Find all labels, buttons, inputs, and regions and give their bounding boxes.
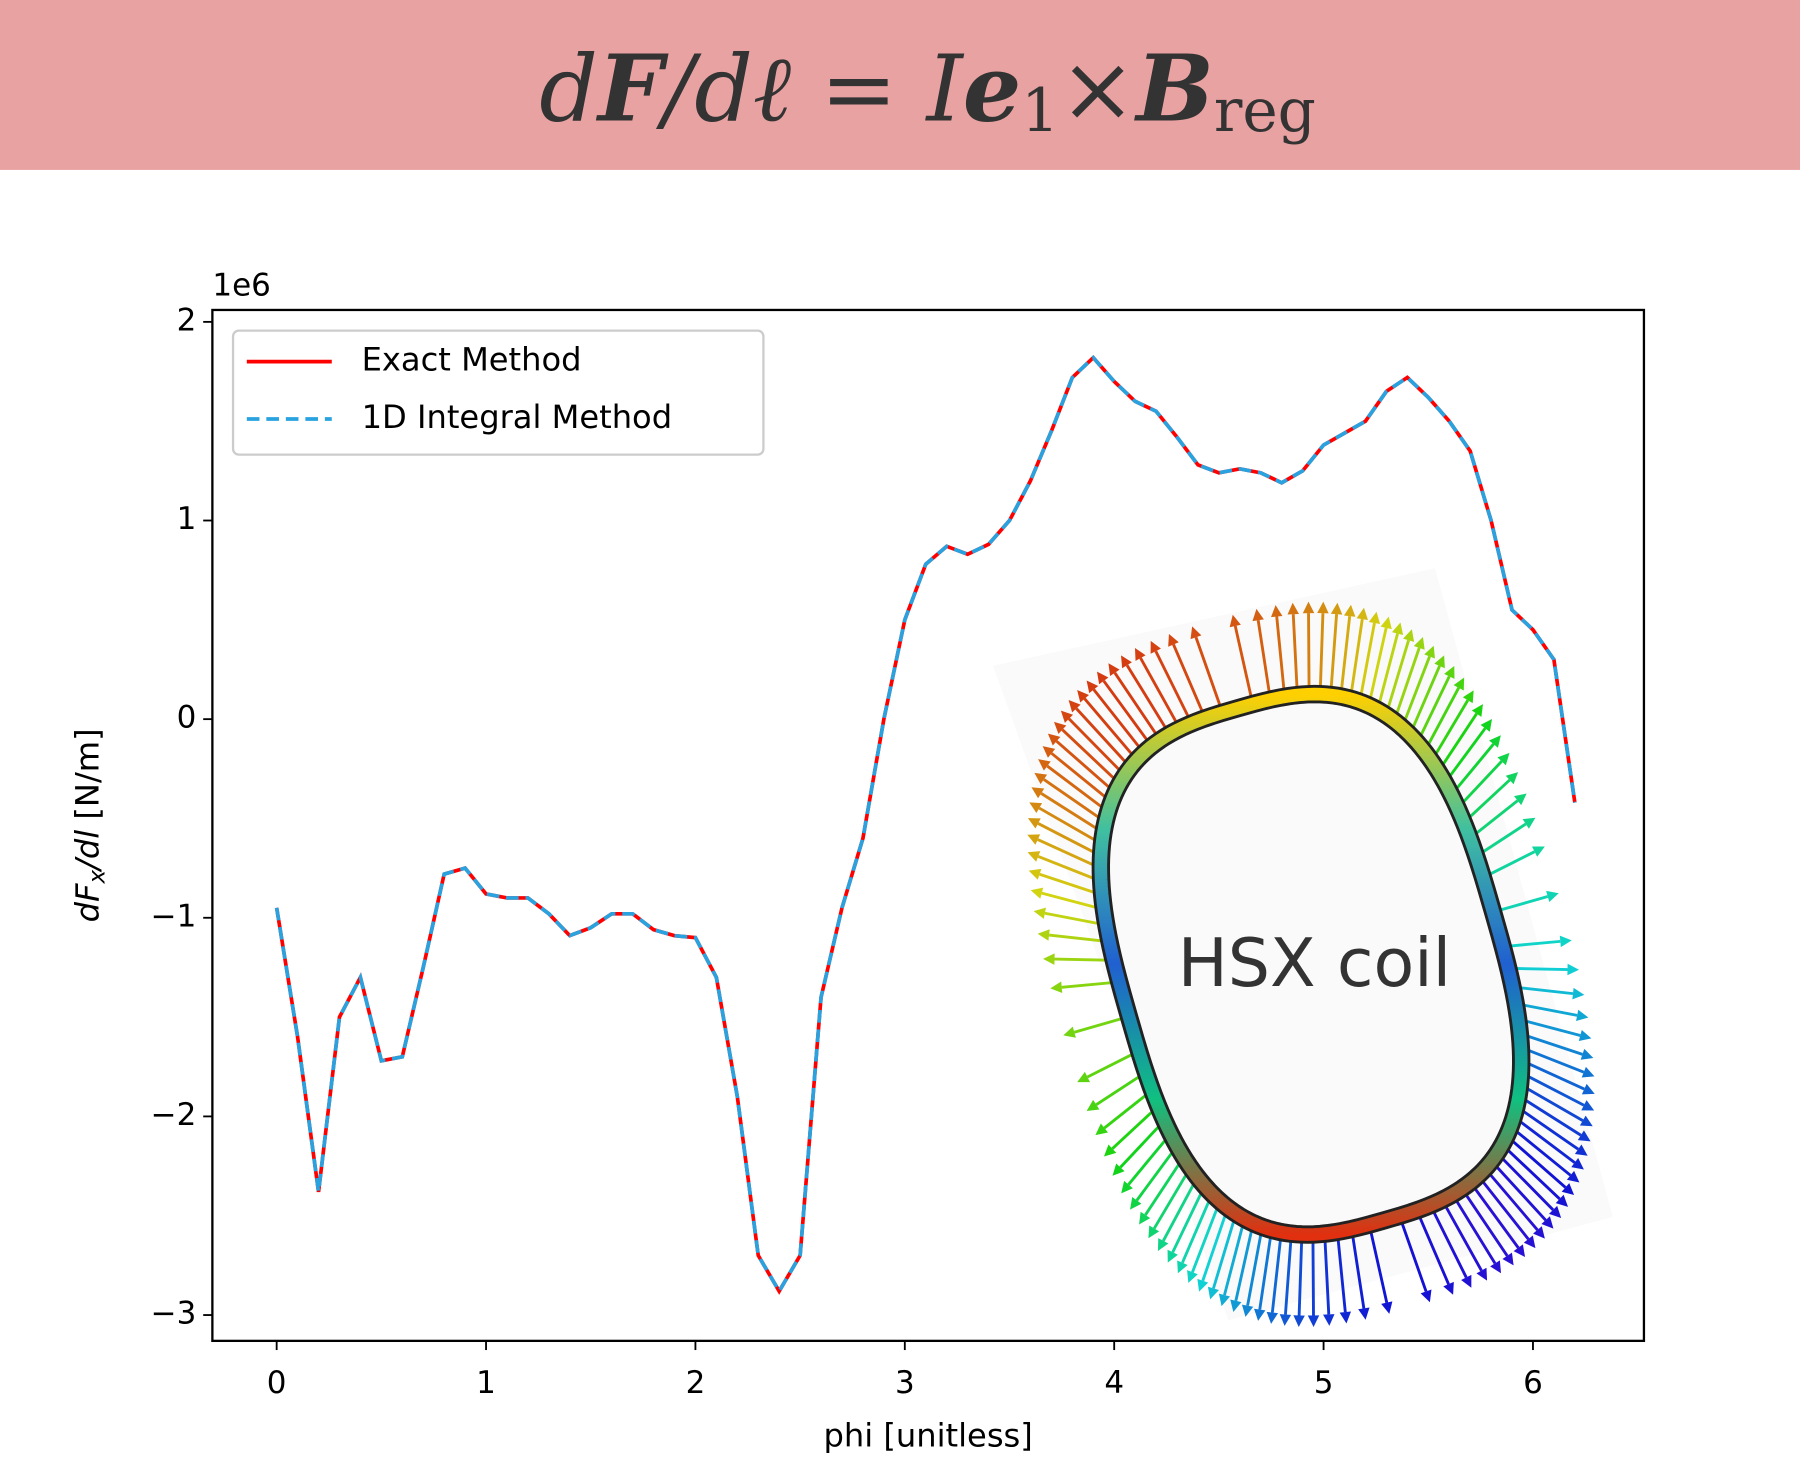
arrow-head [1572,988,1584,999]
x-tick-label: 1 [476,1365,496,1401]
legend-label: 1D Integral Method [362,398,673,436]
arrow-head [1560,936,1572,947]
arrow-head [1421,1290,1432,1303]
force-arrow [1154,1174,1187,1229]
x-axis-label: phi [unitless] [823,1416,1032,1454]
formula-part: reg [1214,76,1316,145]
force-arrow [1120,1125,1160,1167]
force-arrow [1129,1139,1167,1185]
arrow-head [1576,1010,1588,1021]
arrow-head [1063,1027,1076,1038]
arrow-head [1031,888,1044,899]
force-arrow [1096,1076,1141,1105]
arrow-head [1358,1308,1369,1320]
arrow-head [1267,1312,1278,1324]
force-arrow [1145,1163,1179,1215]
formula-part: 1 [1021,76,1059,145]
y-tick-label: −1 [151,898,197,934]
formula-part: × [1059,35,1136,142]
formula-part: /dℓ = I [655,35,964,142]
force-arrow [1062,982,1114,987]
y-label-part: /dl [69,830,107,873]
arrow-head [1038,929,1050,940]
formula-part: B [1133,34,1214,142]
y-label-part: x [84,870,110,885]
arrow-head [1034,908,1046,919]
formula-part: e [963,34,1021,142]
formula: dF/dℓ = Ie1×Breg [539,34,1316,145]
arrow-head [1546,891,1559,902]
force-arrow [1313,1243,1314,1316]
arrow-head [1308,1315,1319,1327]
force-arrow [1163,1183,1194,1240]
y-label-part: dF [69,883,107,922]
x-tick-label: 2 [686,1365,706,1401]
inset-label: HSX coil [1178,924,1451,1002]
arrow-head [1514,1244,1525,1257]
y-tick-label: −3 [151,1296,197,1332]
arrow-head [1029,869,1042,880]
force-arrow [1137,1151,1173,1200]
x-tick-label: 3 [895,1365,915,1401]
arrow-head [1323,1314,1334,1326]
arrow-head [1340,1312,1351,1324]
force-arrow [1087,1054,1133,1077]
slide: dF/dℓ = Ie1×Breg 0123456−3−2−1012phi [un… [0,0,1800,1466]
arrow-head [1481,719,1492,732]
x-tick-label: 5 [1314,1365,1334,1401]
slide-canvas: dF/dℓ = Ie1×Breg 0123456−3−2−1012phi [un… [0,0,1800,1466]
root: dF/dℓ = Ie1×Breg 0123456−3−2−1012phi [un… [0,0,1800,1454]
x-tick-label: 0 [267,1365,287,1401]
formula-part: F [595,34,669,142]
arrow-head [1130,1197,1141,1210]
arrow-head [1050,982,1062,993]
arrow-head [1579,1030,1592,1041]
y-tick-label: 0 [177,700,197,736]
x-tick-label: 4 [1104,1365,1124,1401]
force-arrow [1074,1018,1123,1032]
force-arrow [1055,959,1108,960]
y-axis-label: dFx/dl [N/m] [69,728,111,922]
arrow-head [1280,1314,1291,1326]
force-arrow [1514,968,1567,969]
legend-label: Exact Method [362,341,582,379]
y-label-part: [N/m] [69,728,107,829]
arrow-head [1581,1049,1594,1060]
arrow-head [1043,953,1055,964]
force-arrow [1309,613,1310,686]
arrow-head [1381,1301,1392,1313]
arrow-head [1254,1309,1265,1321]
y-offset-label: 1e6 [212,268,271,304]
arrow-head [1293,1315,1304,1327]
formula-part: d [539,35,598,142]
arrow-head [1197,1279,1208,1292]
x-tick-label: 6 [1523,1365,1543,1401]
arrow-head [1567,964,1579,975]
y-tick-label: −2 [151,1097,197,1133]
y-tick-label: 2 [177,302,197,338]
y-tick-label: 1 [177,501,197,537]
